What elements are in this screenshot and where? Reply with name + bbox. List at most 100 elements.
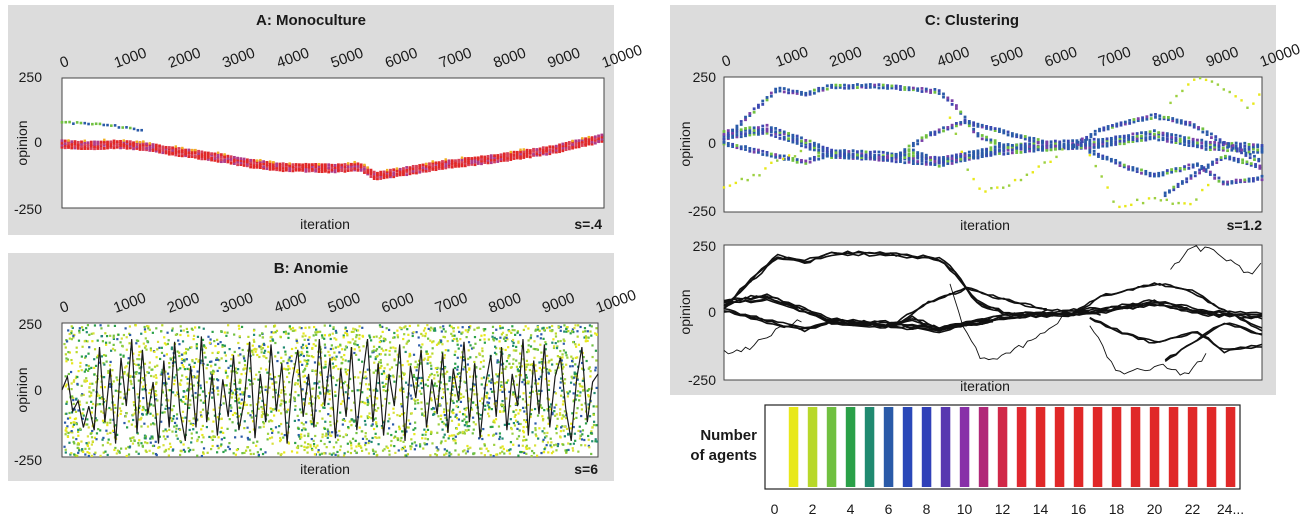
panel-b-agent-dot xyxy=(499,388,502,392)
panel-a-agent-dot xyxy=(359,168,363,172)
panel-b-agent-dot xyxy=(394,347,397,350)
panel-b-agent-dot xyxy=(445,452,448,455)
panel-c-agent-dot xyxy=(907,152,911,156)
panel-c-agent-dot xyxy=(1109,143,1113,147)
panel-b-agent-dot xyxy=(75,397,78,400)
panel-c-agent-dot xyxy=(886,86,889,90)
panel-b-agent-dot xyxy=(296,379,300,382)
panel-a-agent-dot xyxy=(187,155,191,158)
panel-c-agent-dot xyxy=(1010,145,1014,149)
panel-b-agent-dot xyxy=(507,355,510,358)
panel-c-agent-dot xyxy=(782,137,786,141)
panel-b-agent-dot xyxy=(96,392,99,395)
panel-b-agent-dot xyxy=(65,340,69,343)
panel-b-agent-dot xyxy=(394,435,397,438)
panel-b-agent-dot xyxy=(175,333,179,336)
panel-b-agent-dot xyxy=(592,420,596,423)
panel-a-agent-dot xyxy=(470,158,474,162)
panel-b-agent-dot xyxy=(451,385,455,388)
panel-b-agent-dot xyxy=(454,350,457,353)
panel-a-agent-dot xyxy=(353,166,357,170)
panel-b-agent-dot xyxy=(461,351,464,354)
panel-a-agent-dot xyxy=(288,166,292,170)
panel-b-agent-dot xyxy=(512,344,515,347)
panel-b-agent-dot xyxy=(354,439,357,442)
panel-c-agent-dot xyxy=(1135,170,1139,174)
panel-b-agent-dot xyxy=(154,390,157,393)
panel-b-agent-dot xyxy=(238,401,241,404)
panel-c-agent-dot xyxy=(886,158,889,161)
panel-b-agent-dot xyxy=(554,414,557,417)
panel-b-agent-dot xyxy=(444,349,447,352)
panel-b-agent-dot xyxy=(284,332,288,335)
panel-b-agent-dot xyxy=(149,437,152,440)
panel-b-agent-dot xyxy=(591,440,594,443)
panel-b-agent-dot xyxy=(429,339,432,342)
panel-b-agent-dot xyxy=(454,394,457,397)
panel-b-agent-dot xyxy=(187,450,191,453)
panel-b-agent-dot xyxy=(196,375,199,378)
panel-b-agent-dot xyxy=(165,343,168,346)
panel-b-agent-dot xyxy=(512,443,515,446)
panel-b-agent-dot xyxy=(361,326,364,329)
panel-b-agent-dot xyxy=(423,414,426,417)
panel-b-agent-dot xyxy=(329,407,332,410)
panel-a-agent-dot xyxy=(499,153,503,157)
panel-b-agent-dot xyxy=(388,349,391,353)
panel-b-agent-dot xyxy=(301,352,304,355)
panel-a-agent-dot xyxy=(369,170,373,174)
panel-b-agent-dot xyxy=(184,416,187,419)
panel-b-agent-dot xyxy=(113,411,116,414)
panel-a-agent-dot xyxy=(597,138,600,142)
panel-c-agent-dot xyxy=(860,85,864,89)
panel-a-agent-dot xyxy=(83,142,87,146)
panel-c-agent-dot xyxy=(920,87,924,90)
panel-b-agent-dot xyxy=(90,391,93,394)
panel-a-agent-dot xyxy=(457,160,461,164)
panel-b-agent-dot xyxy=(228,418,231,421)
panel-b-agent-dot xyxy=(282,380,285,383)
panel-b-agent-dot xyxy=(303,380,306,383)
panel-c-agent-dot xyxy=(1127,167,1130,171)
panel-b-agent-dot xyxy=(426,362,429,365)
panel-b-agent-dot xyxy=(129,439,133,442)
panel-c-agent-dot xyxy=(911,162,915,165)
panel-b-agent-dot xyxy=(355,445,358,448)
panel-b-agent-dot xyxy=(152,414,155,417)
panel-b-agent-dot xyxy=(492,433,496,436)
panel-a-agent-dot xyxy=(567,147,571,151)
panel-a-agent-dot xyxy=(158,144,161,148)
panel-b-agent-dot xyxy=(64,346,67,349)
panel-c-agent-dot xyxy=(1122,136,1126,140)
panel-b-agent-dot xyxy=(161,411,164,414)
panel-b-agent-dot xyxy=(131,436,134,439)
panel-b-agent-dot xyxy=(247,335,250,338)
panel-b-agent-dot xyxy=(387,413,391,416)
panel-c-agent-dot xyxy=(1141,116,1144,120)
panel-b-agent-dot xyxy=(271,339,275,342)
panel-b-agent-dot xyxy=(455,375,458,378)
panel-b-agent-dot xyxy=(68,411,71,415)
panel-b-agent-dot xyxy=(353,351,356,355)
panel-b-agent-dot xyxy=(518,373,521,377)
panel-b-agent-dot xyxy=(483,329,486,332)
panel-c-agent-dot xyxy=(1135,136,1139,140)
panel-b-agent-dot xyxy=(237,324,240,327)
panel-b-agent-dot xyxy=(286,361,289,365)
panel-c-agent-dot xyxy=(907,148,911,152)
panel-b-agent-dot xyxy=(396,329,399,332)
panel-b-agent-dot xyxy=(542,366,546,369)
panel-b-agent-dot xyxy=(300,444,303,448)
panel-c-agent-dot xyxy=(998,148,1001,152)
panel-b-agent-dot xyxy=(125,336,128,339)
panel-c-agent-dot xyxy=(1196,138,1199,142)
panel-b-agent-dot xyxy=(571,365,574,368)
panel-c-agent-dot xyxy=(989,151,993,154)
panel-b-agent-dot xyxy=(338,434,342,438)
panel-b-agent-dot xyxy=(175,417,179,420)
panel-a-agent-dot xyxy=(395,168,399,172)
panel-a-agent-dot xyxy=(194,148,197,152)
panel-b-agent-dot xyxy=(560,394,563,397)
panel-b-agent-dot xyxy=(455,413,458,416)
panel-b-agent-dot xyxy=(148,361,151,364)
